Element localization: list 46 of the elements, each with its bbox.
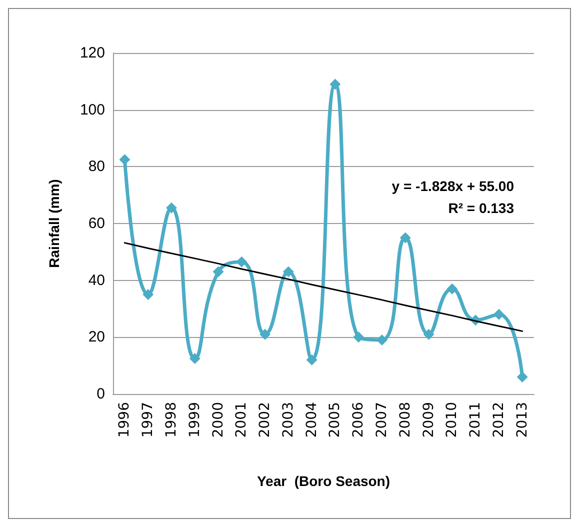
point <box>400 232 411 244</box>
x-tick-label: 2001 <box>234 402 250 438</box>
x-tick-label: 1999 <box>186 402 203 438</box>
x-tick-label: 2013 <box>514 402 530 438</box>
x-tick-label: 2009 <box>420 402 437 438</box>
x-tick-label: 2003 <box>280 402 296 438</box>
y-tick-label: 120 <box>80 44 105 62</box>
point <box>282 266 294 278</box>
x-tick-label: 1997 <box>140 402 156 438</box>
x-tick-label: 2006 <box>350 402 367 438</box>
point <box>189 352 200 364</box>
x-tick-label: 2010 <box>444 402 460 438</box>
point <box>166 202 177 214</box>
x-tick-label: 2011 <box>468 402 484 438</box>
annotation: R² = 0.133 <box>448 200 514 216</box>
x-tick-label: 2002 <box>257 402 274 438</box>
point <box>446 283 458 294</box>
point <box>119 154 130 166</box>
x-tick-label: 1998 <box>163 402 180 438</box>
line-series <box>124 242 524 332</box>
x-tick-label: 2012 <box>490 402 507 438</box>
point <box>353 332 364 343</box>
x-tick-label: 2004 <box>304 402 320 438</box>
annotation: y = -1.828x + 55.00 <box>392 178 514 194</box>
y-tick-label: 60 <box>88 215 105 232</box>
point <box>306 354 318 366</box>
x-axis-title: Year (Boro Season) <box>256 473 390 489</box>
point <box>212 266 224 278</box>
point <box>236 256 248 268</box>
x-tick-label: 2008 <box>397 402 414 438</box>
y-tick-label: 100 <box>80 101 105 118</box>
x-tick-label: 1996 <box>116 402 133 438</box>
y-axis-title: Rainfall (mm) <box>46 179 62 268</box>
y-tick-label: 0 <box>96 386 105 402</box>
point <box>493 308 504 320</box>
point <box>423 328 434 340</box>
point <box>330 78 341 90</box>
x-tick-label: 2005 <box>327 402 344 438</box>
y-tick-label: 80 <box>88 158 105 176</box>
x-tick-label: 2000 <box>210 402 226 438</box>
point <box>260 328 271 340</box>
y-tick-label: 40 <box>88 272 105 289</box>
point <box>516 371 528 382</box>
point <box>142 289 154 300</box>
y-tick-label: 20 <box>88 328 105 346</box>
x-tick-label: 2007 <box>374 402 390 438</box>
